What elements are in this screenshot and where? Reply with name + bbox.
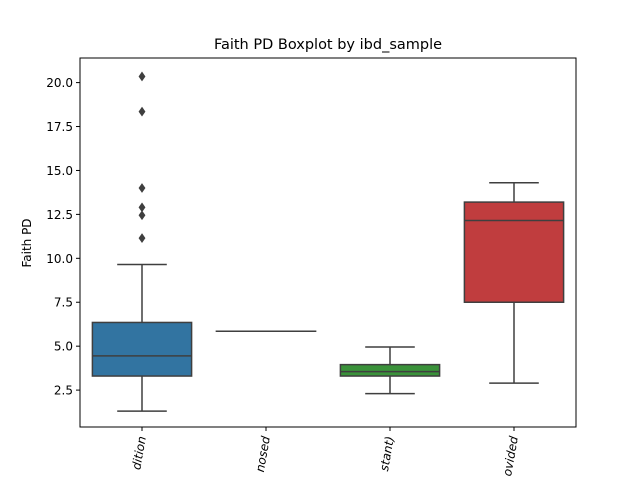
y-tick-label: 2.5 (54, 384, 73, 398)
outlier-point (138, 210, 146, 221)
y-tick-label: 20.0 (46, 76, 73, 90)
outlier-point (138, 183, 146, 193)
box-dition (91, 321, 193, 377)
x-tick-label: ovided (500, 435, 521, 478)
outlier-point (138, 71, 146, 82)
outlier-point (138, 233, 146, 244)
box-ovided (463, 201, 565, 303)
y-tick-label: 15.0 (46, 164, 73, 178)
y-tick-label: 10.0 (46, 252, 73, 266)
chart-title: Faith PD Boxplot by ibd_sample (214, 37, 442, 53)
y-tick-label: 17.5 (46, 120, 73, 134)
plot-frame (79, 57, 577, 428)
box-stant (339, 363, 441, 377)
plot-area: 2.5 5.0 7.5 10.0 12.5 15.0 17.5 20.0 dition nosed… (46, 71, 565, 478)
y-tick-label: 5.0 (54, 340, 73, 354)
x-tick-label: dition (129, 435, 149, 471)
outlier-point (138, 202, 146, 213)
x-tick-label: stant) (377, 435, 397, 472)
outlier-point (138, 106, 146, 117)
x-tick-label: nosed (253, 435, 273, 473)
y-tick-label: 12.5 (46, 208, 73, 222)
y-tick-label: 7.5 (54, 296, 73, 310)
y-axis-label: Faith PD (20, 218, 34, 267)
